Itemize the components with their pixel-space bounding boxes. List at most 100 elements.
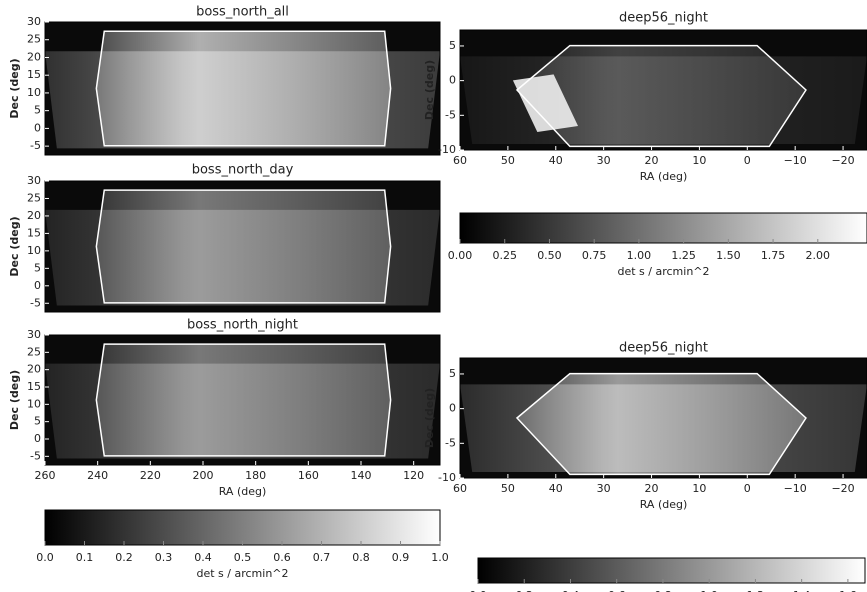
chart-title: deep56_night <box>619 11 708 26</box>
y-axis-label: Dec (deg) <box>423 388 436 448</box>
y-tick-label: 10 <box>27 244 41 257</box>
colorbar-tick-label: 0.4 <box>194 551 212 564</box>
y-axis-label: Dec (deg) <box>8 58 21 118</box>
x-tick-label: 260 <box>35 469 56 482</box>
y-tick-label: 5 <box>449 367 456 380</box>
y-tick-label: 0 <box>34 279 41 292</box>
colorbar-tick-label: 1.6 <box>839 589 857 592</box>
y-tick-label: 10 <box>27 86 41 99</box>
x-tick-label: 140 <box>351 469 372 482</box>
colorbar <box>477 557 866 584</box>
x-axis-label: RA (deg) <box>640 498 688 511</box>
footprint-outline <box>95 189 392 304</box>
x-tick-label: 60 <box>453 154 467 167</box>
x-tick-label: 50 <box>501 154 515 167</box>
colorbar-tick-label: 0.0 <box>469 589 487 592</box>
footprint-outline <box>515 372 807 476</box>
y-tick-label: -5 <box>30 139 41 152</box>
x-tick-label: 120 <box>403 469 424 482</box>
x-tick-label: 20 <box>645 154 659 167</box>
colorbar-tick-label: 0.1 <box>76 551 94 564</box>
colorbar-tick-label: 0.50 <box>537 249 562 262</box>
x-tick-label: 160 <box>298 469 319 482</box>
plot-frame <box>44 180 441 313</box>
x-tick-label: 180 <box>245 469 266 482</box>
colorbar-tick-label: 0.6 <box>608 589 626 592</box>
colorbar-tick-label: 1.0 <box>431 551 449 564</box>
x-axis-label: RA (deg) <box>219 485 267 498</box>
y-tick-label: 0 <box>34 432 41 445</box>
colorbar-tick-label: 0.5 <box>234 551 252 564</box>
colorbar-tick-label: 0.3 <box>155 551 173 564</box>
y-tick-label: 25 <box>27 191 41 204</box>
colorbar-tick-label: 0.4 <box>562 589 580 592</box>
y-tick-label: 0 <box>449 402 456 415</box>
colorbar-tick-label: 0.9 <box>392 551 410 564</box>
y-tick-label: 5 <box>449 39 456 52</box>
coverage-core <box>96 344 391 456</box>
y-tick-label: 15 <box>27 226 41 239</box>
x-tick-label: 220 <box>140 469 161 482</box>
colorbar-tick-label: 2.00 <box>806 249 831 262</box>
y-tick-label: 30 <box>27 328 41 341</box>
colorbar-tick-label: 0.7 <box>313 551 331 564</box>
colorbar <box>459 212 867 244</box>
x-tick-label: 40 <box>549 482 563 495</box>
y-tick-label: 25 <box>27 33 41 46</box>
y-tick-label: 15 <box>27 380 41 393</box>
footprint-outline <box>515 44 807 148</box>
y-tick-label: 20 <box>27 209 41 222</box>
colorbar-tick-label: 1.50 <box>716 249 741 262</box>
x-tick-label: 0 <box>744 154 751 167</box>
coverage-core <box>516 45 806 147</box>
x-tick-label: 30 <box>597 482 611 495</box>
x-tick-label: 20 <box>645 482 659 495</box>
colorbar-label: det s / arcmin^2 <box>617 265 709 278</box>
colorbar-tick-label: 0.6 <box>273 551 291 564</box>
colorbar-tick-label: 0.0 <box>36 551 54 564</box>
colorbar-tick-label: 0.2 <box>115 551 133 564</box>
colorbar-tick-label: 0.75 <box>582 249 607 262</box>
y-axis-label: Dec (deg) <box>423 60 436 120</box>
x-tick-label: 30 <box>597 154 611 167</box>
footprint-outline <box>95 30 392 147</box>
footprint-outline <box>95 343 392 457</box>
coverage-core <box>516 373 806 475</box>
plot-frame <box>44 334 441 466</box>
y-tick-label: 20 <box>27 50 41 63</box>
y-tick-label: 30 <box>27 15 41 28</box>
hot-spot <box>512 74 579 132</box>
colorbar-tick-label: 0.8 <box>654 589 672 592</box>
plot-frame <box>459 357 867 479</box>
x-tick-label: 40 <box>549 154 563 167</box>
colorbar-tick-label: 1.2 <box>747 589 765 592</box>
colorbar-tick-label: 0.00 <box>448 249 473 262</box>
colorbar <box>44 509 441 546</box>
y-tick-label: -10 <box>438 143 456 156</box>
y-tick-label: 5 <box>34 104 41 117</box>
y-tick-label: 5 <box>34 415 41 428</box>
y-tick-label: -5 <box>445 436 456 449</box>
colorbar-tick-label: 0.25 <box>492 249 517 262</box>
chart-title: boss_north_day <box>192 163 294 178</box>
x-tick-label: −20 <box>831 154 854 167</box>
coverage-core <box>96 31 391 146</box>
chart-title: boss_north_all <box>196 5 289 20</box>
x-axis-label: RA (deg) <box>640 170 688 183</box>
x-tick-label: −20 <box>831 482 854 495</box>
x-tick-label: 50 <box>501 482 515 495</box>
plot-frame <box>44 21 441 156</box>
x-tick-label: 10 <box>692 482 706 495</box>
y-tick-label: -5 <box>30 449 41 462</box>
x-tick-label: −10 <box>784 154 807 167</box>
chart-title: deep56_night <box>619 341 708 356</box>
y-tick-label: 25 <box>27 345 41 358</box>
y-tick-label: -5 <box>30 296 41 309</box>
colorbar-tick-label: 0.2 <box>515 589 533 592</box>
colorbar-label: det s / arcmin^2 <box>196 567 288 580</box>
colorbar-tick-label: 1.4 <box>793 589 811 592</box>
y-tick-label: 0 <box>34 121 41 134</box>
x-tick-label: 240 <box>87 469 108 482</box>
colorbar-tick-label: 1.75 <box>761 249 786 262</box>
